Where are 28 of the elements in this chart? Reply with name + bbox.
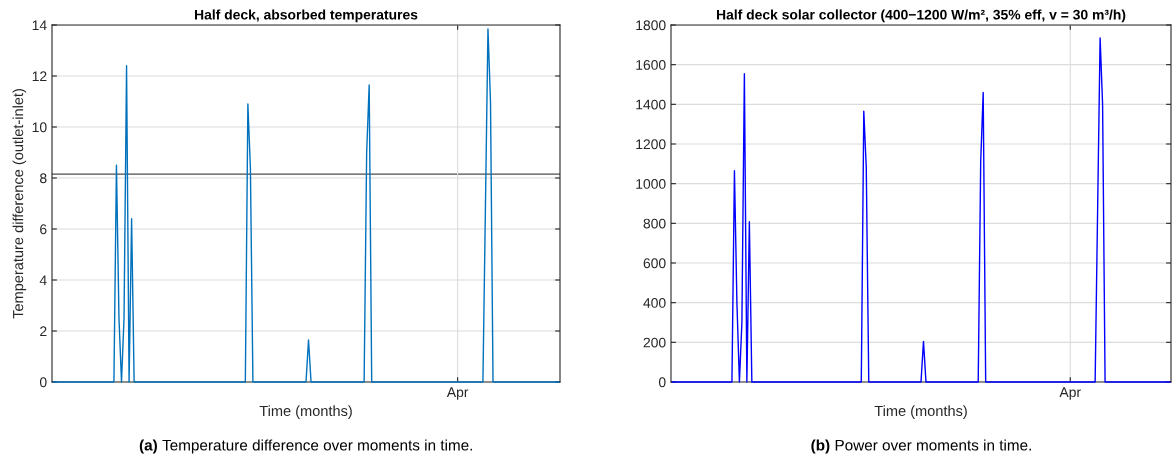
x-axis-title: Time (months) — [259, 405, 352, 419]
y-tick-label: 600 — [643, 258, 666, 269]
x-tick-label: Apr — [1059, 387, 1081, 400]
y-tick-label: 12 — [32, 71, 47, 82]
y-tick-label: 0 — [39, 377, 47, 388]
text: (a) Temperature difference over moments in time. — [139, 439, 473, 454]
y-tick-label: 4 — [39, 275, 47, 286]
chart-title: Half deck, absorbed temperatures — [195, 9, 418, 23]
y-tick-label: 6 — [40, 224, 47, 235]
y-tick-label: 400 — [643, 298, 666, 308]
chart-title: Half deck solar collector (400−1200 W/m², 35% eff, v = 30 m³/h) — [716, 9, 1126, 23]
y-tick-label: 1000 — [636, 179, 666, 189]
y-tick-label: 800 — [643, 218, 666, 229]
x-axis-title: Time (months) — [874, 405, 967, 419]
y-tick-label: 0 — [658, 377, 666, 388]
y-tick-label: 10 — [32, 122, 47, 133]
y-tick-label: 14 — [32, 20, 47, 31]
y-axis-title: Temperature difference (outlet-inlet) — [12, 89, 27, 319]
y-tick-label: 1400 — [636, 99, 666, 110]
x-tick-label: Apr — [446, 387, 469, 400]
y-tick-label: 2 — [40, 326, 47, 337]
y-tick-label: 1600 — [636, 60, 666, 70]
y-tick-label: 8 — [40, 173, 47, 184]
y-tick-label: 1800 — [636, 20, 666, 31]
y-tick-label: 200 — [643, 337, 666, 348]
text: (b) Power over moments in time. — [811, 439, 1031, 454]
y-tick-label: 1200 — [636, 139, 666, 150]
line-series — [52, 28, 560, 383]
